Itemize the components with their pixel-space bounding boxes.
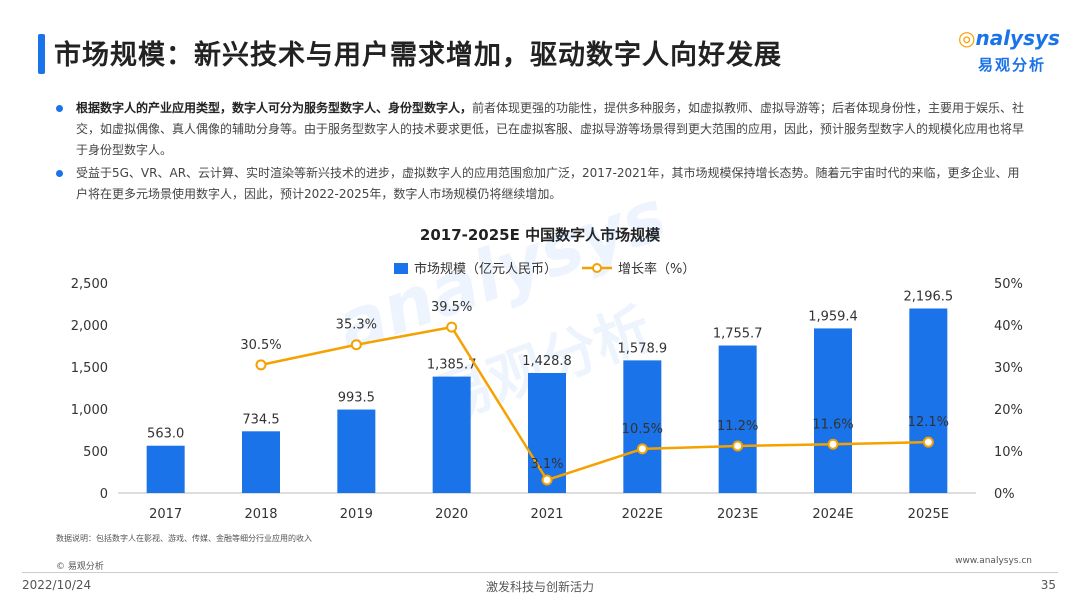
logo-wordmark: ◎nalysys [958, 26, 1060, 50]
y-right-tick-label: 20% [994, 403, 1023, 418]
source-credit: © 易观分析 [56, 562, 104, 572]
y-left-tick-label: 1,000 [71, 403, 108, 418]
growth-rate-label: 35.3% [336, 318, 377, 333]
y-right-tick-label: 30% [994, 361, 1023, 376]
growth-rate-label: 39.5% [431, 300, 472, 315]
x-tick-label: 2017 [149, 507, 182, 522]
x-tick-label: 2023E [717, 507, 758, 522]
growth-rate-point [541, 474, 553, 486]
x-tick-label: 2024E [812, 507, 853, 522]
bar [909, 308, 948, 493]
bullet-2-text: 受益于5G、VR、AR、云计算、实时渲染等新兴技术的进步，虚拟数字人的应用范围愈… [76, 166, 1020, 201]
growth-rate-point [636, 443, 648, 455]
bar-value-label: 993.5 [338, 391, 375, 406]
growth-rate-label: 12.1% [908, 415, 949, 430]
bullet-1-strong: 根据数字人的产业应用类型，数字人可分为服务型数字人、身份型数字人， [76, 101, 473, 115]
footer-date: 2022/10/24 [22, 578, 92, 592]
growth-rate-label: 11.6% [812, 417, 853, 432]
website-url: www.analysys.cn [955, 556, 1032, 566]
bar-value-label: 563.0 [147, 427, 184, 442]
y-right-tick-label: 0% [994, 487, 1015, 502]
legend-bar-label: 市场规模（亿元人民币） [414, 261, 557, 277]
x-tick-label: 2022E [622, 507, 663, 522]
logo-chinese: 易观分析 [978, 56, 1047, 74]
growth-rate-point [446, 321, 458, 333]
growth-rate-point [732, 440, 744, 452]
bullet-dot-icon [56, 170, 63, 177]
bar-value-label: 1,959.4 [808, 309, 858, 324]
bullet-1-text: 前者体现更强的功能性，提供多种服务，如虚拟教师、虚拟导游等；后者体现身份性，主要… [76, 101, 1025, 157]
bar-value-label: 1,428.8 [522, 354, 572, 369]
growth-rate-label: 11.2% [717, 419, 758, 434]
y-right-tick-label: 50% [994, 277, 1023, 292]
legend-line-marker [592, 263, 602, 273]
title-accent-bar [38, 34, 45, 74]
analysys-logo: ◎nalysys 易观分析 [958, 26, 1060, 82]
y-right-tick-label: 40% [994, 319, 1023, 334]
growth-rate-label: 10.5% [622, 422, 663, 437]
y-left-tick-label: 500 [83, 445, 108, 460]
x-tick-label: 2025E [908, 507, 949, 522]
x-tick-label: 2020 [435, 507, 468, 522]
y-left-tick-label: 2,000 [71, 319, 108, 334]
growth-rate-label: 3.1% [530, 457, 563, 472]
growth-rate-point [827, 438, 839, 450]
y-left-tick-label: 1,500 [71, 361, 108, 376]
logo-o-swoosh-icon: ◎ [958, 26, 976, 50]
page-number: 35 [1040, 578, 1056, 592]
bar-value-label: 1,755.7 [713, 327, 763, 342]
x-tick-label: 2021 [530, 507, 563, 522]
bar [432, 376, 471, 493]
summary-bullets: 根据数字人的产业应用类型，数字人可分为服务型数字人、身份型数字人，前者体现更强的… [56, 98, 1026, 207]
chart-title: 2017-2025E 中国数字人市场规模 [419, 226, 661, 244]
data-note: 数据说明：包括数字人在影视、游戏、传媒、金融等细分行业应用的收入 [56, 534, 312, 543]
legend-bar-swatch [394, 263, 408, 274]
y-left-tick-label: 2,500 [71, 277, 108, 292]
bar [242, 431, 280, 493]
growth-rate-label: 30.5% [240, 338, 281, 353]
growth-rate-point [255, 359, 267, 371]
footer-divider [22, 572, 1058, 573]
bar [718, 345, 757, 493]
growth-rate-point [350, 339, 362, 351]
y-right-tick-label: 10% [994, 445, 1023, 460]
bar [528, 372, 566, 493]
x-tick-label: 2019 [340, 507, 373, 522]
bullet-dot-icon [56, 105, 63, 112]
bar-value-label: 734.5 [242, 412, 279, 427]
bar-value-label: 1,578.9 [618, 341, 668, 356]
bullet-item-1: 根据数字人的产业应用类型，数字人可分为服务型数字人、身份型数字人，前者体现更强的… [56, 98, 1026, 161]
growth-rate-line [260, 325, 929, 482]
bar [337, 409, 376, 493]
x-tick-label: 2018 [244, 507, 277, 522]
growth-rate-point [922, 436, 934, 448]
legend-line-label: 增长率（%） [618, 261, 695, 277]
bar [814, 328, 852, 493]
bullet-item-2: 受益于5G、VR、AR、云计算、实时渲染等新兴技术的进步，虚拟数字人的应用范围愈… [56, 163, 1026, 205]
footer-slogan: 激发科技与创新活力 [485, 580, 594, 594]
bar [623, 360, 662, 493]
bar-value-label: 1,385.7 [427, 358, 477, 373]
y-left-tick-label: 0 [100, 487, 108, 502]
page-title: 市场规模：新兴技术与用户需求增加，驱动数字人向好发展 [54, 40, 782, 71]
bar-value-label: 2,196.5 [904, 289, 954, 304]
bar [146, 445, 185, 493]
